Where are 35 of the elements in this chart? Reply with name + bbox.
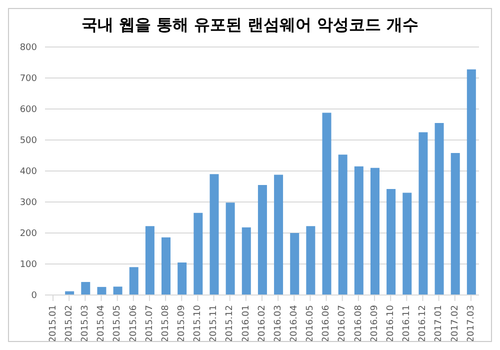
bar [129,267,138,295]
bar [274,174,284,295]
bar [242,227,251,295]
y-tick-label: 500 [20,136,38,146]
bar [81,282,90,295]
bar [306,226,316,295]
bar [226,202,235,295]
bar [370,168,380,295]
bar [97,286,106,295]
y-tick-label: 300 [20,198,38,208]
bar [162,237,171,295]
bar [418,132,428,295]
bar [354,166,364,295]
y-tick-label: 200 [20,229,38,240]
bar [450,153,460,295]
bar [338,154,348,295]
y-tick-label: 700 [20,74,38,84]
bar [434,122,444,295]
chart-title: 국내 웹을 통해 유포된 랜섬웨어 악성코드 개수 [80,14,420,36]
bar [402,192,412,295]
bar [178,262,187,295]
bar [322,112,332,295]
bar [290,233,300,295]
y-tick-label: 800 [20,43,38,54]
bar [386,188,396,295]
bar [113,286,122,295]
y-tick-label: 100 [20,260,38,270]
y-tick-label: 0 [31,291,38,302]
y-tick-label: 600 [20,105,38,116]
bar [210,174,219,295]
bar [466,69,476,295]
y-tick-label: 400 [20,167,38,178]
bar [258,184,267,295]
bar [145,226,154,295]
bar [194,212,203,295]
